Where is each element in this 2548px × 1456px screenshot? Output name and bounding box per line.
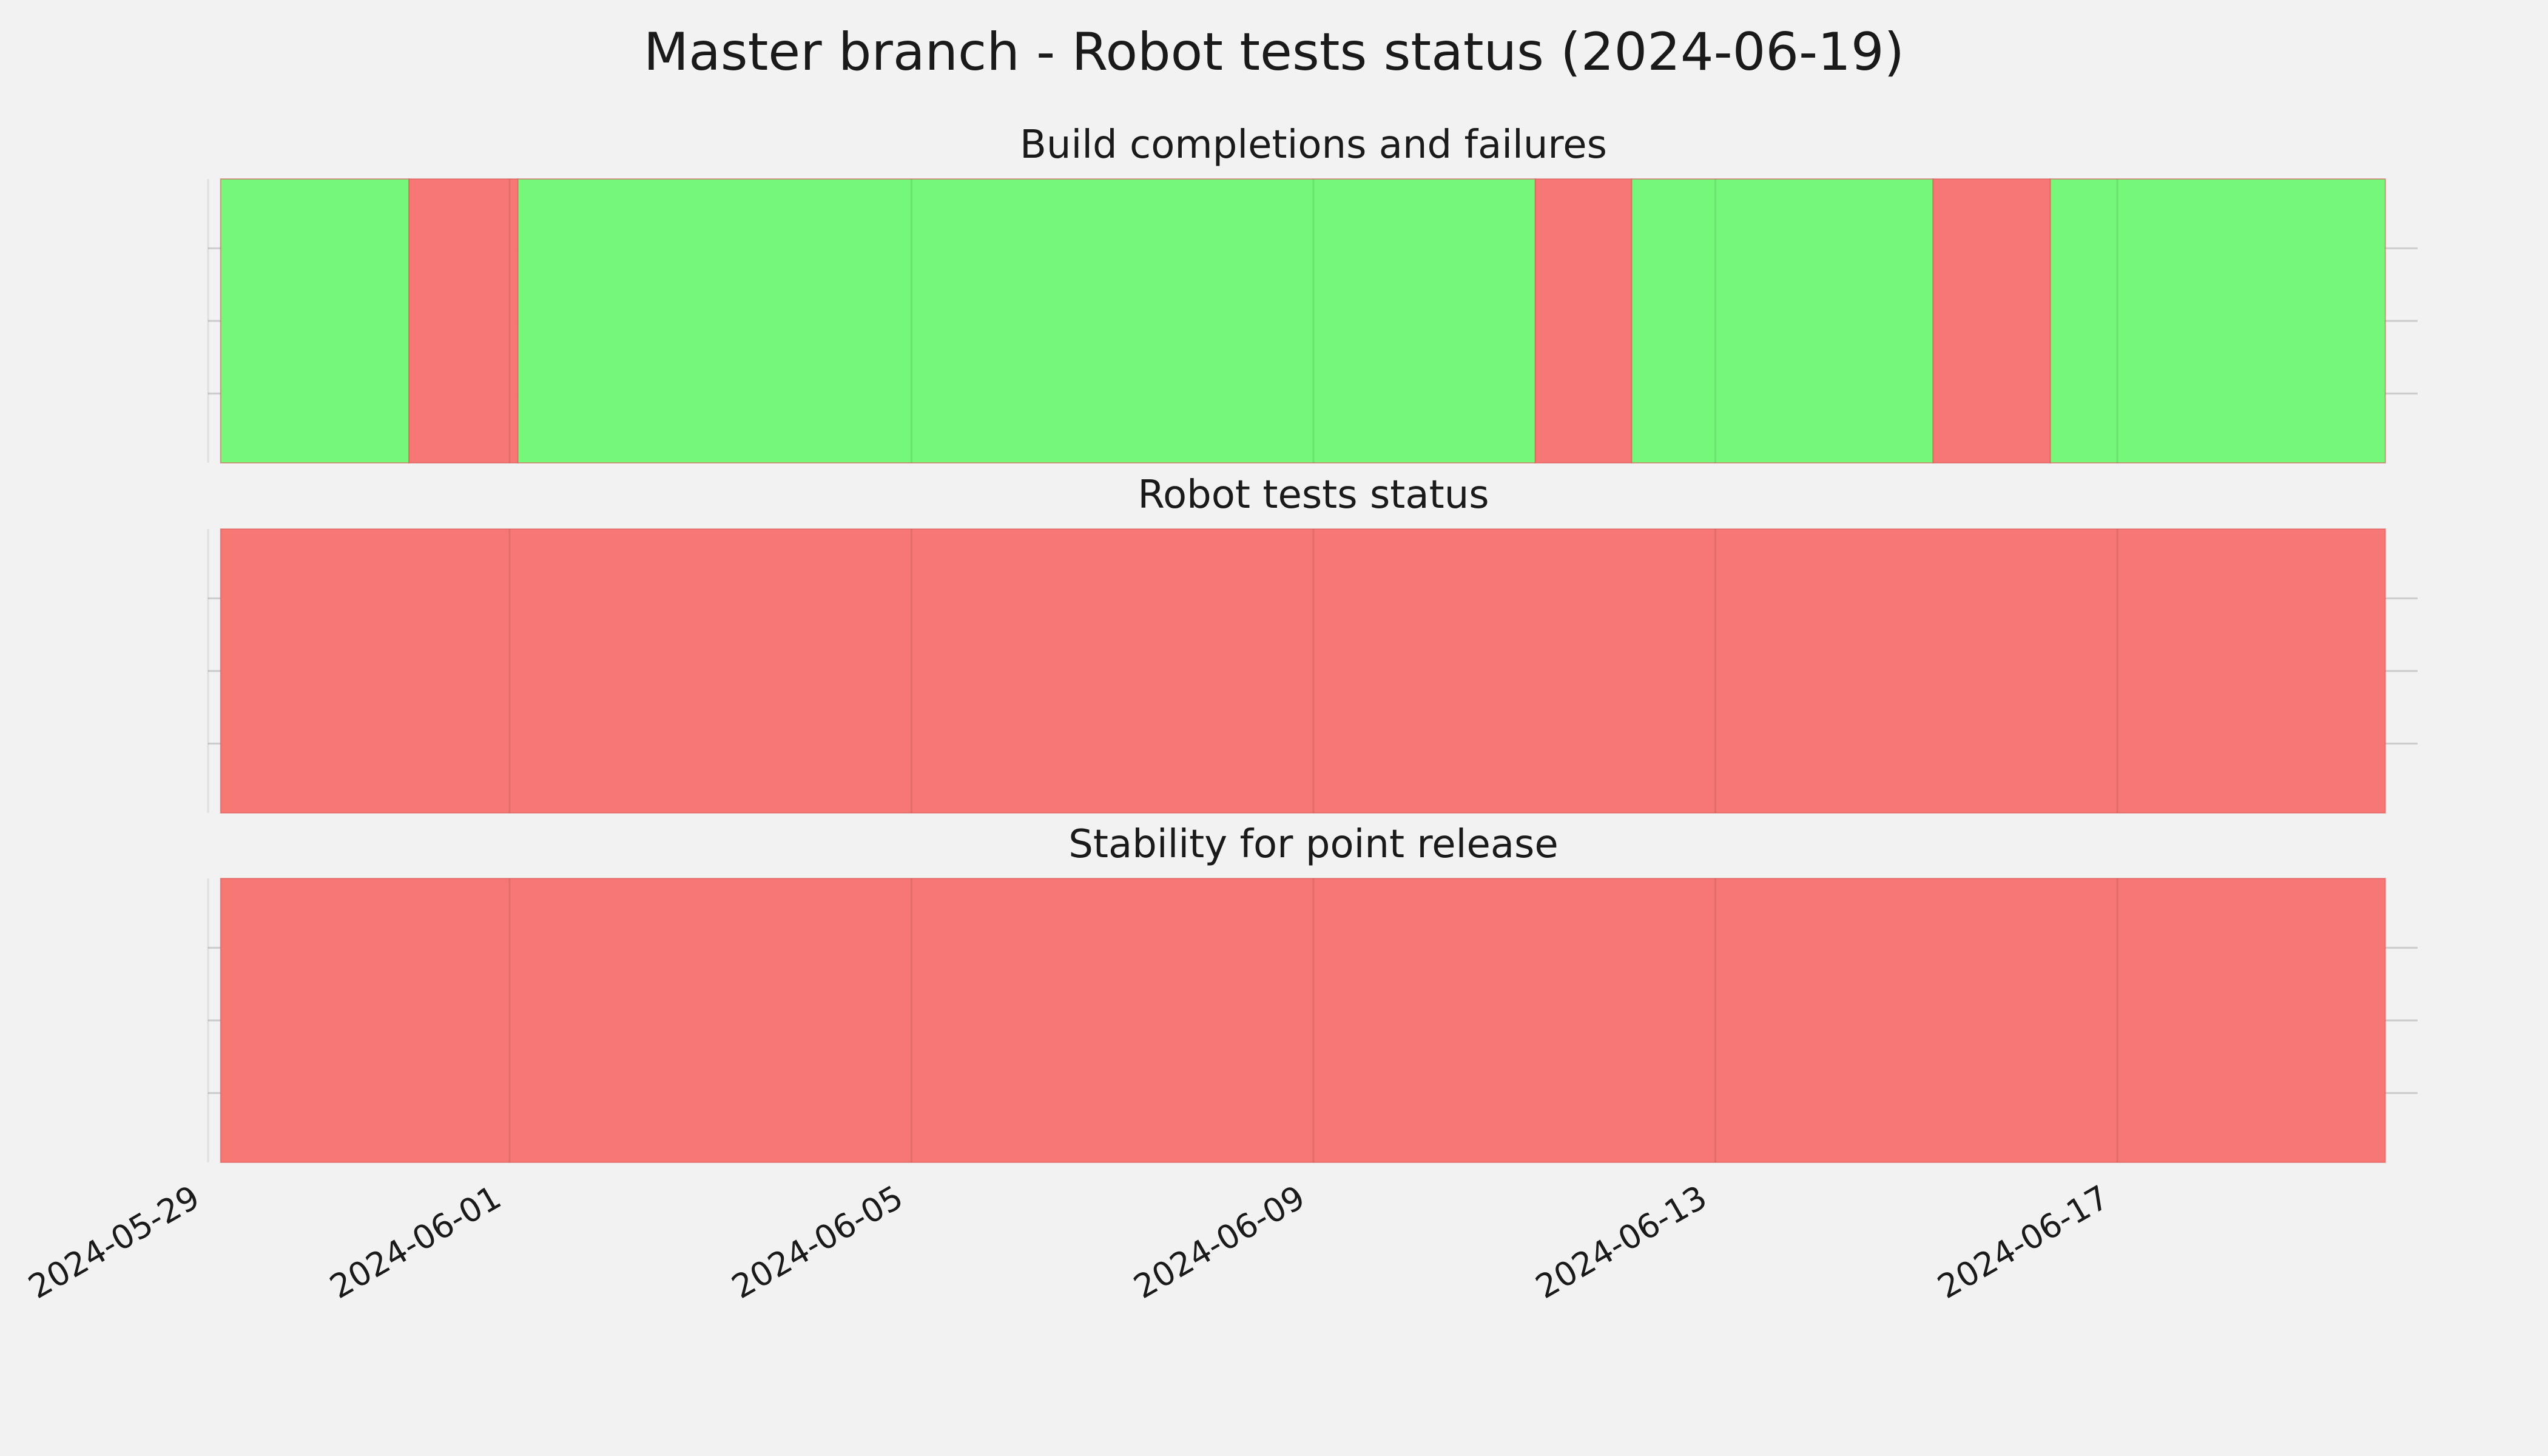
x-tick-label: 2024-05-29 [22,1178,206,1306]
status-segment-pass [220,178,410,463]
status-segment-pass [517,178,1536,463]
panel-title: Build completions and failures [1020,123,1607,167]
panel-title: Stability for point release [1068,822,1559,867]
status-segment-fail [220,528,2386,814]
panel-title: Robot tests status [1138,473,1489,517]
status-segment-pass [2049,178,2386,463]
panel-1: Build completions and failures [207,123,2418,463]
panel-3: Stability for point release [207,822,2418,1163]
status-segment-pass [1631,178,1934,463]
x-tick-label: 2024-06-17 [1931,1178,2115,1306]
x-axis-ticks: 2024-05-29 2024-06-01 2024-06-05 2024-06-09… [22,1178,2115,1306]
status-segment-fail [220,878,2386,1163]
x-tick-label: 2024-06-05 [726,1178,909,1306]
chart-title: Master branch - Robot tests status (2024… [644,22,1904,83]
x-tick-label: 2024-06-13 [1529,1178,1713,1306]
panel-2: Robot tests status [207,473,2418,814]
status-segment-fail [1932,178,2051,463]
x-tick-label: 2024-06-09 [1127,1178,1311,1306]
status-segment-fail [1534,178,1633,463]
panels: Build completions and failures Robot test… [207,123,2418,1163]
x-tick-label: 2024-06-01 [323,1178,507,1306]
status-segment-fail [408,178,519,463]
